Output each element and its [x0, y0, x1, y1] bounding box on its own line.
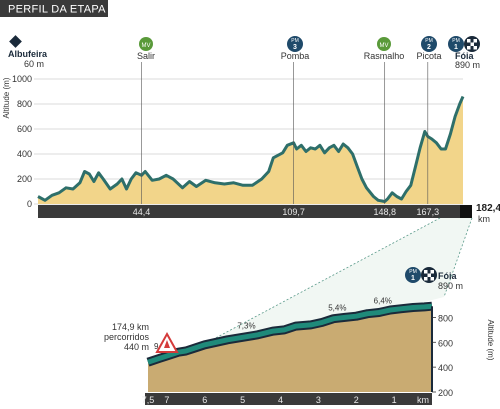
- marker-picota-badge-top: PM: [425, 38, 433, 44]
- marker-salir-name: Salir: [137, 51, 155, 61]
- main-profile-line: [37, 95, 465, 203]
- climb-foia-name: Fóia: [438, 271, 457, 281]
- climb-finish-annotation: PM 1 Fóia 890 m: [405, 267, 463, 291]
- main-chart-km-bar: [38, 205, 460, 218]
- climb-foia-alt: 890 m: [438, 281, 463, 291]
- climb-foia-badge-top: PM: [409, 269, 417, 275]
- header-box: [0, 0, 108, 17]
- climb-x-tick-label: 7: [164, 395, 169, 405]
- marker-picota: PM 2 Picota: [416, 36, 442, 61]
- marker-albufeira: Albufeira 60 m: [8, 35, 48, 69]
- marker-foia-badge-top: PM: [452, 38, 460, 44]
- climb-x-tick-label: 2: [354, 395, 359, 405]
- main-km-label: 109,7: [282, 207, 305, 217]
- climb-gradient-label: 6,4%: [374, 297, 392, 306]
- zoom-connector: [152, 218, 472, 372]
- marker-foia-name: Fóia: [455, 51, 474, 61]
- main-chart-marker-lines: [141, 62, 429, 204]
- mountain-badge-icon: [421, 36, 437, 52]
- climb-x-tick-label: 4: [278, 395, 283, 405]
- marker-pomba-badge-top: PM: [291, 38, 299, 44]
- marker-rasmalho: MV Rasmalho: [364, 37, 405, 61]
- marker-salir-badge: MV: [142, 43, 151, 49]
- sprint-badge-icon: [377, 37, 391, 51]
- climb-chart-x-ticks: 7,5 7 6 5 4 3 2 1: [142, 395, 397, 405]
- mountain-badge-icon: [405, 267, 421, 283]
- main-chart-y-ticks: 0 200 400 600 800 1000: [12, 74, 32, 209]
- main-y-tick-label: 200: [17, 174, 32, 184]
- start-flag-icon: [9, 35, 22, 48]
- marker-albufeira-alt: 60 m: [24, 59, 44, 69]
- marker-picota-badge-num: 2: [427, 44, 431, 51]
- main-y-tick-label: 0: [27, 199, 32, 209]
- climb-y-tick-label: 800: [438, 313, 453, 323]
- marker-rasmalho-name: Rasmalho: [364, 51, 405, 61]
- climb-x-tick-label: 1: [392, 395, 397, 405]
- climb-start-annotation: 174,9 km percorridos 440 m: [104, 322, 179, 353]
- climb-chart-km-unit: km: [417, 395, 429, 405]
- mountain-badge-icon: [448, 36, 464, 52]
- marker-pomba-badge-num: 3: [293, 44, 297, 51]
- climb-percorridos-alt: 440 m: [124, 342, 149, 352]
- warning-triangle-inner-icon: [164, 340, 170, 348]
- marker-foia-badge-num: 1: [454, 44, 458, 51]
- mountain-badge-icon: [287, 36, 303, 52]
- marker-pomba: PM 3 Pomba: [281, 36, 310, 61]
- climb-chart-area: [146, 301, 433, 392]
- climb-x-tick-label: 6: [202, 395, 207, 405]
- climb-chart-y-axis-title: Altitude (m): [486, 320, 495, 361]
- main-km-label: 148,8: [373, 207, 396, 217]
- climb-x-tick-label: 3: [316, 395, 321, 405]
- climb-y-tick-label: 400: [438, 363, 453, 373]
- climb-chart-y-ticks: 200 400 600 800: [432, 313, 453, 398]
- main-km-label: 44,4: [133, 207, 151, 217]
- main-y-tick-label: 1000: [12, 74, 32, 84]
- marker-pomba-name: Pomba: [281, 51, 310, 61]
- finish-flag-icon: [464, 36, 480, 52]
- main-chart-km-unit: km: [478, 214, 490, 224]
- marker-albufeira-name: Albufeira: [8, 49, 48, 59]
- marker-rasmalho-badge: MV: [380, 43, 389, 49]
- main-chart-km-end: 182,4: [476, 203, 500, 214]
- climb-y-tick-label: 200: [438, 388, 453, 398]
- marker-picota-name: Picota: [416, 51, 441, 61]
- main-chart-km-bar-end: [460, 205, 472, 218]
- main-y-tick-label: 800: [17, 99, 32, 109]
- main-profile-fill: [38, 96, 463, 204]
- marker-foia: PM 1 Fóia 890 m: [448, 36, 480, 70]
- main-y-tick-label: 400: [17, 149, 32, 159]
- climb-foia-badge-num: 1: [411, 275, 415, 282]
- main-chart-km-labels: 44,4 109,7 148,8 167,3: [133, 207, 439, 217]
- header-title: PERFIL DA ETAPA: [8, 4, 106, 16]
- finish-flag-icon: [421, 267, 437, 283]
- climb-gradient-label: 7,3%: [237, 322, 255, 331]
- climb-percorridos-km: 174,9 km: [112, 322, 149, 332]
- climb-percorridos-word: percorridos: [104, 332, 150, 342]
- climb-x-tick-label: 5: [240, 395, 245, 405]
- main-chart-y-axis-title: Altitude (m): [2, 77, 11, 118]
- climb-x-tick-label: 7,5: [142, 395, 155, 405]
- main-chart-area: [37, 95, 465, 204]
- climb-profile-line: [147, 303, 433, 365]
- climb-y-tick-label: 600: [438, 338, 453, 348]
- main-y-tick-label: 600: [17, 124, 32, 134]
- main-km-label: 167,3: [417, 207, 440, 217]
- zoom-connector-line-right: [443, 217, 473, 298]
- climb-chart-km-bar: [145, 393, 432, 405]
- climb-gradient-label: 5,4%: [328, 303, 346, 312]
- marker-foia-alt: 890 m: [455, 60, 480, 70]
- sprint-badge-icon: [139, 37, 153, 51]
- climb-profile-fill: [148, 306, 432, 392]
- marker-salir: MV Salir: [137, 37, 155, 61]
